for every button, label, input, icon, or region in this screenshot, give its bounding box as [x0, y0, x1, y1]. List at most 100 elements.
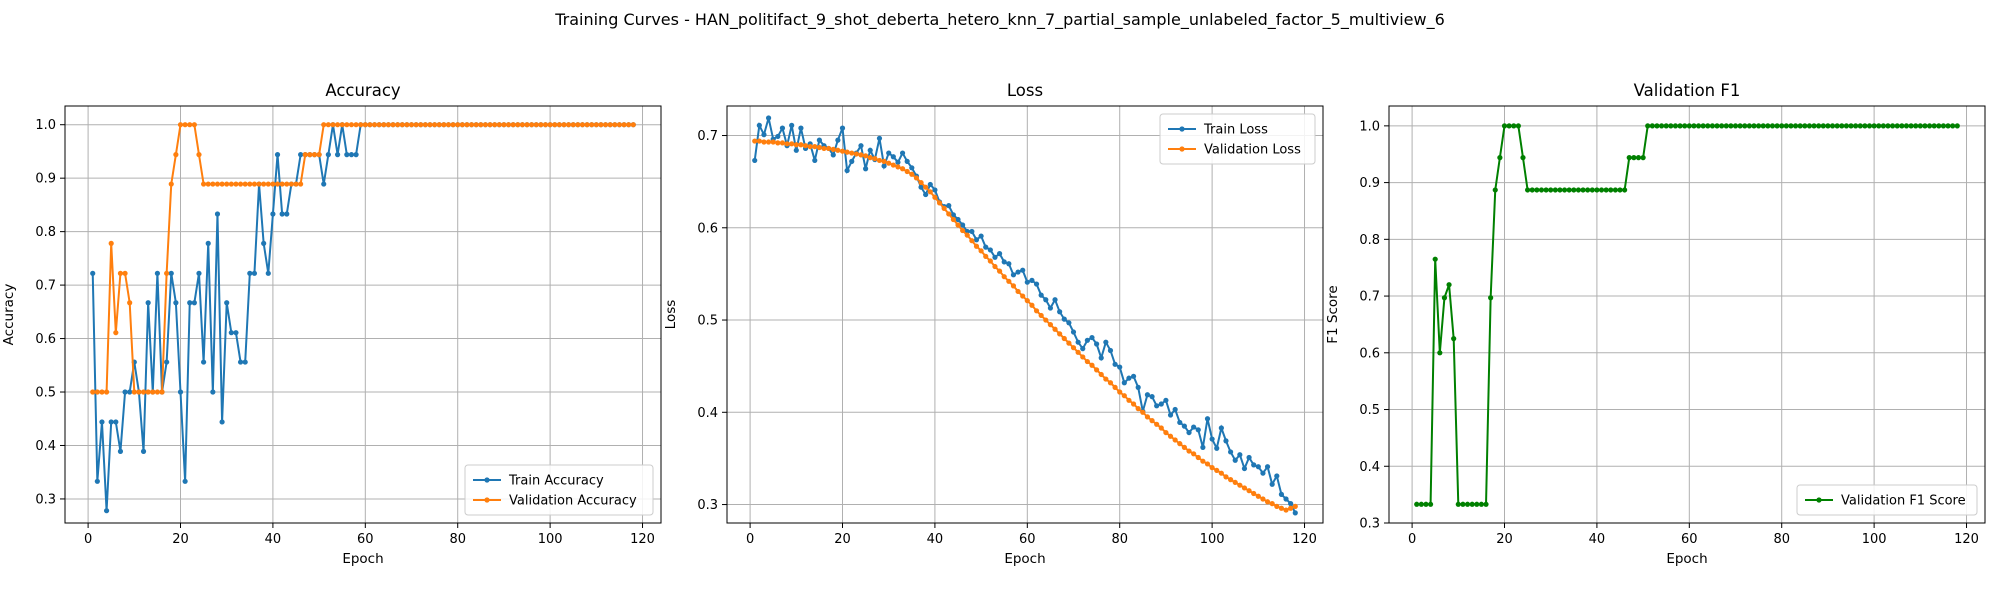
accuracy-data-point [191, 122, 197, 128]
accuracy-axes-frame [64, 105, 662, 524]
accuracy-data-point [127, 389, 133, 395]
loss-x-tick-label: 0 [746, 532, 754, 547]
loss-data-point [1260, 496, 1266, 502]
loss-data-point [863, 166, 869, 172]
f1-series-validation-f1-score [1414, 123, 1960, 507]
accuracy-data-point [187, 122, 193, 128]
f1-data-point [1548, 187, 1554, 193]
accuracy-data-point [607, 122, 613, 128]
f1-x-tick-label: 20 [1496, 532, 1513, 547]
f1-data-point [1765, 123, 1771, 129]
loss-data-point [1288, 505, 1294, 511]
accuracy-data-point [288, 181, 294, 187]
loss-data-point [895, 159, 901, 165]
accuracy-data-point [224, 300, 230, 306]
accuracy-data-point [256, 181, 262, 187]
loss-data-point [950, 216, 956, 223]
accuracy-data-point [602, 122, 609, 128]
loss-data-point [1204, 416, 1211, 422]
accuracy-data-point [321, 122, 327, 128]
loss-data-point [761, 132, 767, 138]
loss-data-point [1264, 464, 1271, 470]
loss-data-point [983, 253, 989, 259]
loss-data-point [946, 203, 952, 209]
accuracy-data-point [210, 389, 216, 395]
loss-data-point [1080, 354, 1086, 360]
loss-data-point [1075, 349, 1081, 355]
loss-data-point [1061, 335, 1067, 342]
loss-data-point [918, 184, 924, 190]
accuracy-y-tick-label: 0.6 [35, 332, 56, 347]
f1-data-point [1728, 123, 1734, 129]
f1-x-tick-label: 40 [1589, 532, 1606, 547]
accuracy-x-tick-label: 100 [538, 532, 563, 547]
loss-data-point [1186, 448, 1192, 454]
accuracy-data-point [325, 122, 331, 128]
loss-legend-label: Train Loss [1203, 123, 1268, 138]
accuracy-data-point [298, 181, 304, 187]
accuracy-data-point [413, 122, 419, 128]
loss-data-point [1237, 482, 1243, 488]
loss-data-point [899, 166, 906, 172]
loss-y-tick-label: 0.5 [697, 314, 718, 329]
f1-data-point [1501, 123, 1508, 129]
accuracy-data-point [348, 122, 355, 128]
loss-x-tick-label: 60 [1019, 532, 1036, 547]
f1-axes-frame [1388, 105, 1986, 524]
accuracy-data-point [353, 152, 359, 158]
f1-data-point [1871, 123, 1877, 129]
loss-data-point [1117, 389, 1123, 395]
accuracy-data-point [487, 122, 493, 128]
loss-data-point [1047, 305, 1054, 311]
loss-data-point [1232, 479, 1238, 486]
accuracy-data-point [242, 181, 248, 187]
loss-data-point [1117, 364, 1123, 370]
f1-data-point [1617, 187, 1623, 193]
loss-data-point [1288, 501, 1294, 507]
loss-data-point [964, 232, 970, 238]
f1-data-point [1908, 123, 1914, 129]
loss-data-point [1126, 397, 1132, 403]
loss-data-point [793, 147, 799, 153]
loss-data-point [987, 247, 993, 253]
accuracy-data-point [385, 122, 392, 128]
loss-data-point [765, 115, 772, 121]
loss-data-point [881, 163, 887, 169]
accuracy-data-point [140, 448, 147, 454]
loss-data-point [1172, 406, 1178, 413]
accuracy-x-tick-label: 80 [449, 532, 466, 547]
loss-data-point [1181, 444, 1187, 450]
accuracy-data-point [247, 181, 253, 187]
loss-data-point [1181, 423, 1187, 429]
accuracy-data-point [108, 419, 114, 425]
accuracy-data-point [367, 122, 373, 128]
f1-data-point [1866, 123, 1873, 129]
accuracy-data-point [233, 330, 239, 336]
accuracy-data-point [533, 122, 539, 128]
loss-data-point [1084, 337, 1090, 343]
accuracy-data-point [321, 181, 327, 187]
loss-data-point [1195, 454, 1201, 461]
loss-data-point [770, 139, 776, 145]
loss-data-point [904, 158, 910, 164]
f1-data-point [1552, 187, 1558, 193]
accuracy-data-point [468, 122, 475, 128]
f1-data-point [1427, 501, 1434, 507]
f1-data-point [1668, 123, 1674, 129]
accuracy-data-point [344, 122, 350, 128]
accuracy-data-point [228, 330, 234, 336]
accuracy-panel: Accuracy Epoch Accuracy 0 20 40 60 80 100 120 0… [1, 81, 662, 567]
accuracy-data-point [247, 270, 253, 276]
accuracy-panel-title: Accuracy [325, 81, 401, 100]
f1-data-point [1441, 295, 1448, 301]
loss-data-point [923, 184, 929, 190]
accuracy-data-point [589, 122, 595, 128]
loss-data-point [913, 175, 920, 181]
accuracy-legend-label: Validation Accuracy [509, 494, 637, 509]
accuracy-data-point [395, 122, 401, 128]
accuracy-data-point [90, 270, 96, 276]
loss-data-point [1070, 329, 1077, 335]
loss-data-point [1177, 419, 1183, 426]
accuracy-data-point [205, 240, 211, 246]
